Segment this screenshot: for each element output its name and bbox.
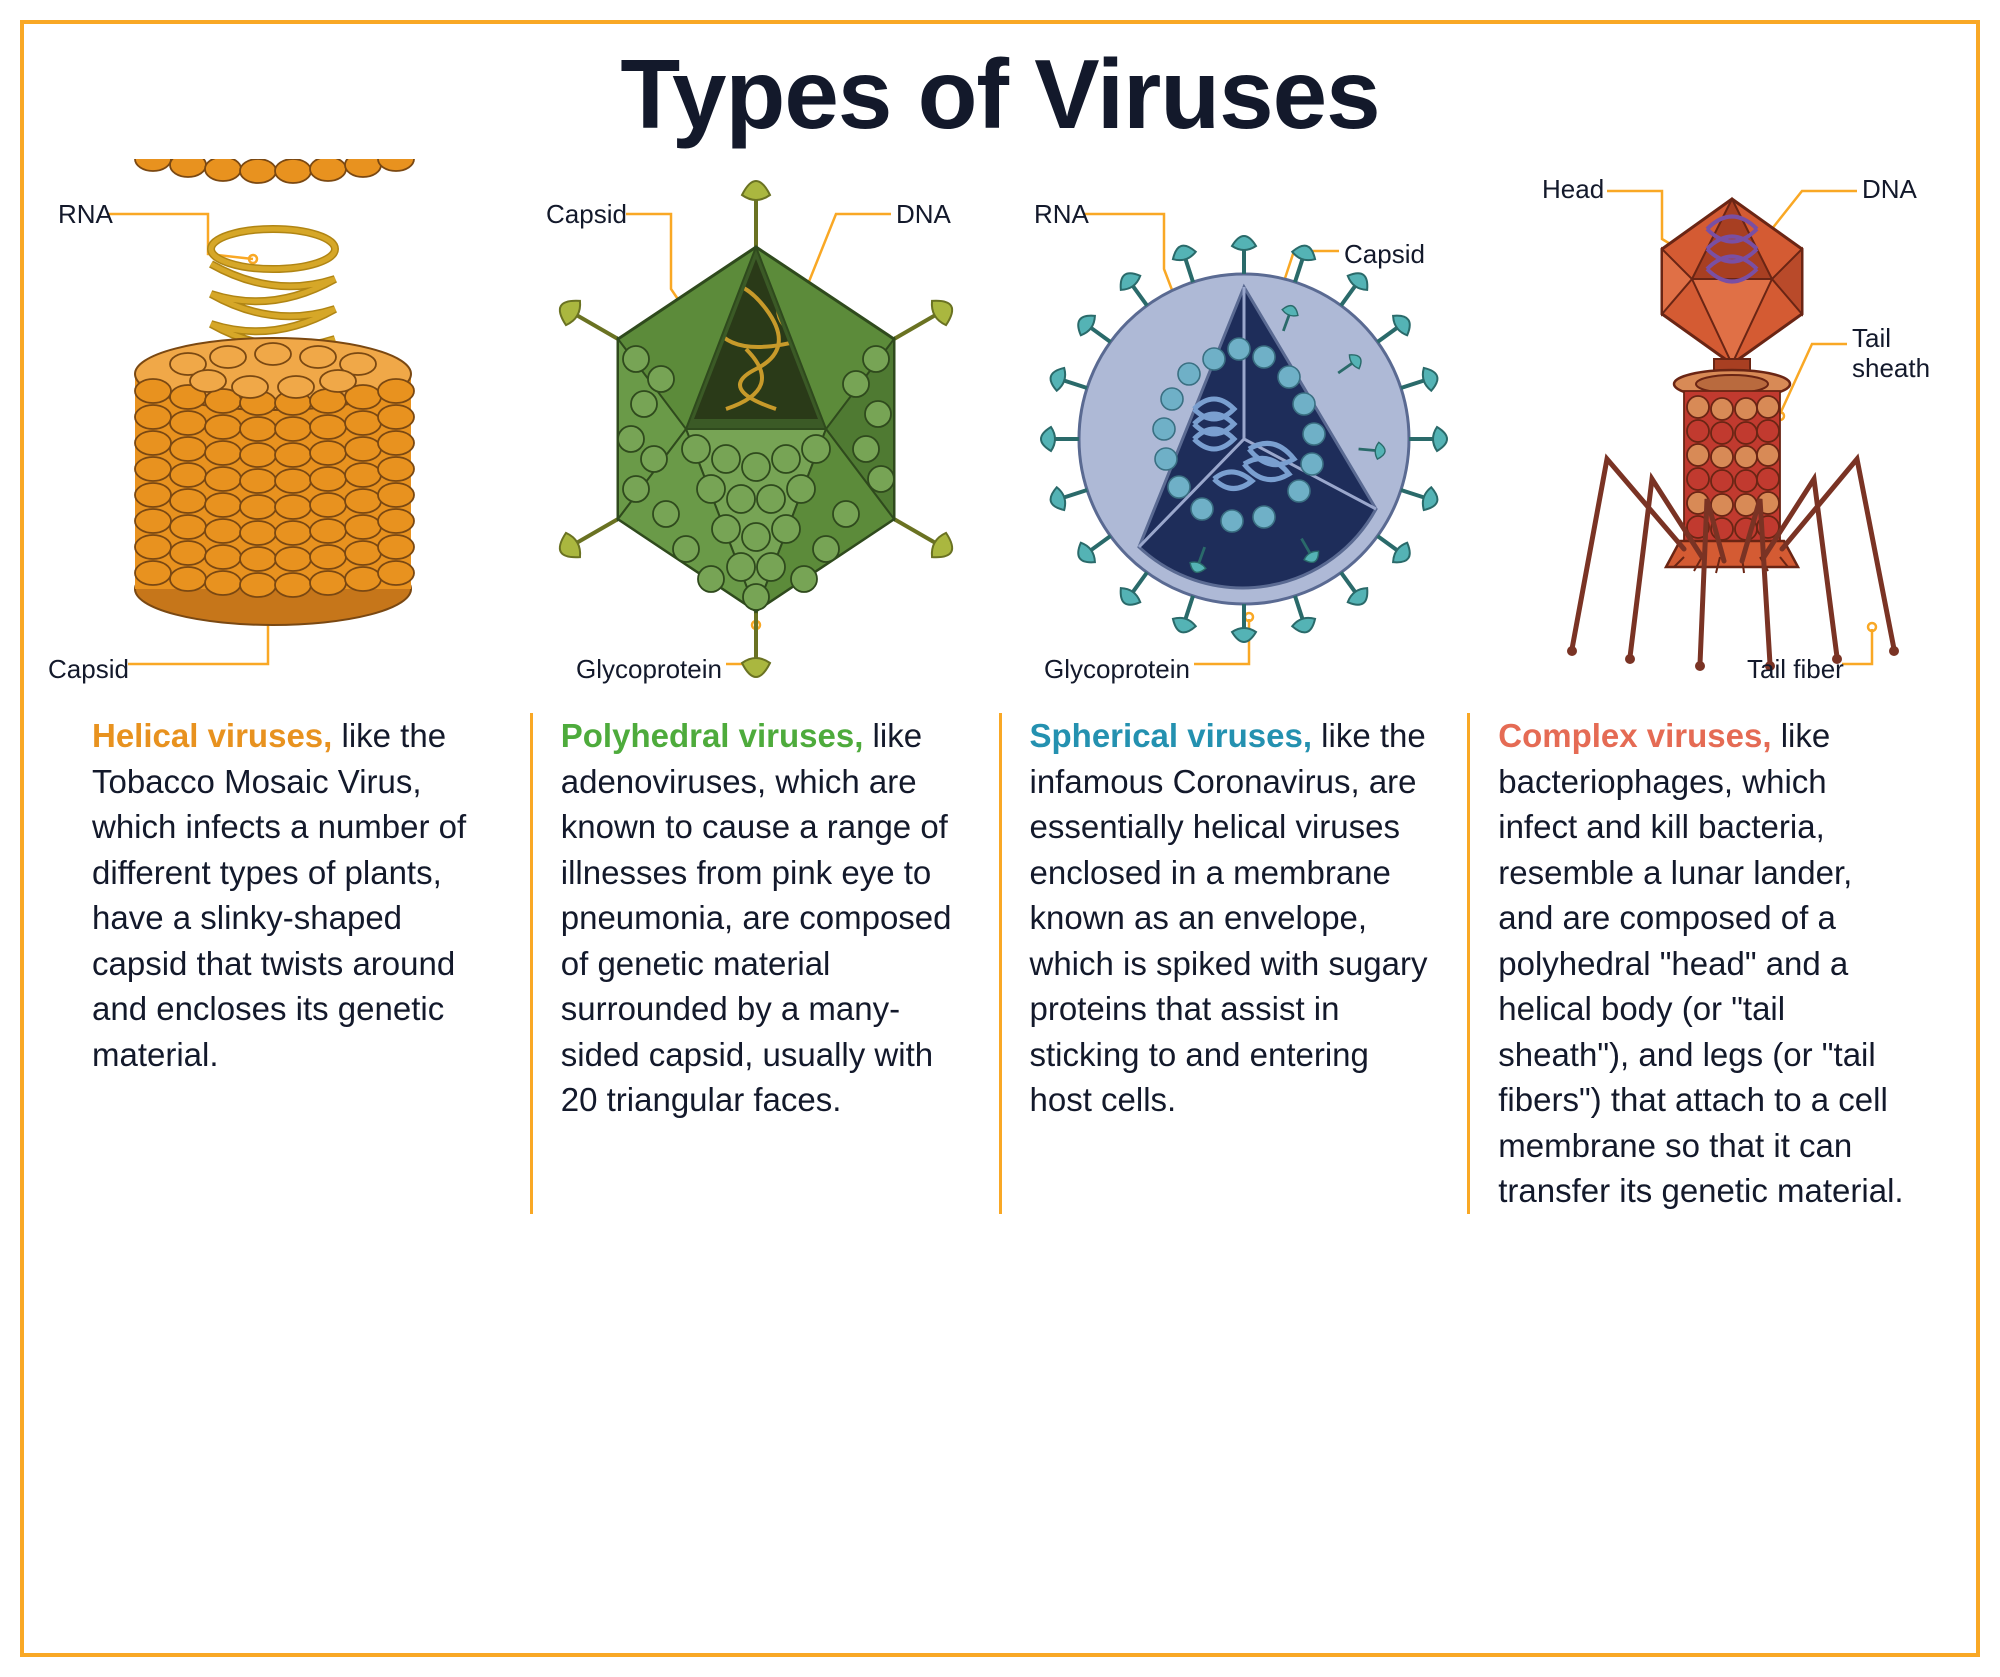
desc-complex-text: Complex viruses, like bacteriophages, wh… [1498, 713, 1908, 1214]
diagram-polyhedral: Capsid DNA Glycoprotein [526, 159, 986, 689]
label-glycoprotein: Glycoprotein [576, 654, 722, 685]
desc-helical-body: like the Tobacco Mosaic Virus, which inf… [92, 717, 466, 1073]
diagram-spherical: RNA Capsid Glycoprotein [1014, 159, 1474, 689]
label-tail-sheath: Tailsheath [1852, 324, 1942, 384]
desc-complex: Complex viruses, like bacteriophages, wh… [1467, 713, 1936, 1214]
desc-complex-body: like bacteriophages, which infect and ki… [1498, 717, 1903, 1209]
label-head: Head [1542, 174, 1604, 205]
desc-spherical-heading: Spherical viruses, [1030, 717, 1312, 754]
page-title: Types of Viruses [24, 38, 1976, 151]
diagram-complex: Head DNA Tailsheath Tail fiber [1502, 159, 1962, 689]
descriptions-row: Helical viruses, like the Tobacco Mosaic… [64, 713, 1936, 1214]
desc-spherical-text: Spherical viruses, like the infamous Cor… [1030, 713, 1440, 1123]
infographic-frame: Types of Viruses [20, 20, 1980, 1657]
label-rna: RNA [1034, 199, 1089, 230]
label-glycoprotein: Glycoprotein [1044, 654, 1190, 685]
desc-helical-text: Helical viruses, like the Tobacco Mosaic… [92, 713, 502, 1077]
helical-svg [38, 159, 498, 689]
label-capsid: Capsid [48, 654, 129, 685]
label-dna: DNA [896, 199, 951, 230]
label-rna: RNA [58, 199, 113, 230]
desc-complex-heading: Complex viruses, [1498, 717, 1771, 754]
desc-polyhedral-heading: Polyhedral viruses, [561, 717, 864, 754]
desc-polyhedral-body: like adenoviruses, which are known to ca… [561, 717, 952, 1118]
desc-polyhedral-text: Polyhedral viruses, like adenoviruses, w… [561, 713, 971, 1123]
label-tail-fiber: Tail fiber [1747, 654, 1844, 685]
label-dna: DNA [1862, 174, 1917, 205]
diagrams-row: RNA Capsid [24, 159, 1976, 689]
desc-polyhedral: Polyhedral viruses, like adenoviruses, w… [530, 713, 999, 1214]
desc-helical-heading: Helical viruses, [92, 717, 332, 754]
label-capsid: Capsid [1344, 239, 1425, 270]
diagram-helical: RNA Capsid [38, 159, 498, 689]
desc-spherical: Spherical viruses, like the infamous Cor… [999, 713, 1468, 1214]
label-capsid: Capsid [546, 199, 627, 230]
polyhedral-svg [526, 159, 986, 689]
desc-helical: Helical viruses, like the Tobacco Mosaic… [64, 713, 530, 1214]
desc-spherical-body: like the infamous Coronavirus, are essen… [1030, 717, 1428, 1118]
complex-svg [1502, 159, 1962, 689]
